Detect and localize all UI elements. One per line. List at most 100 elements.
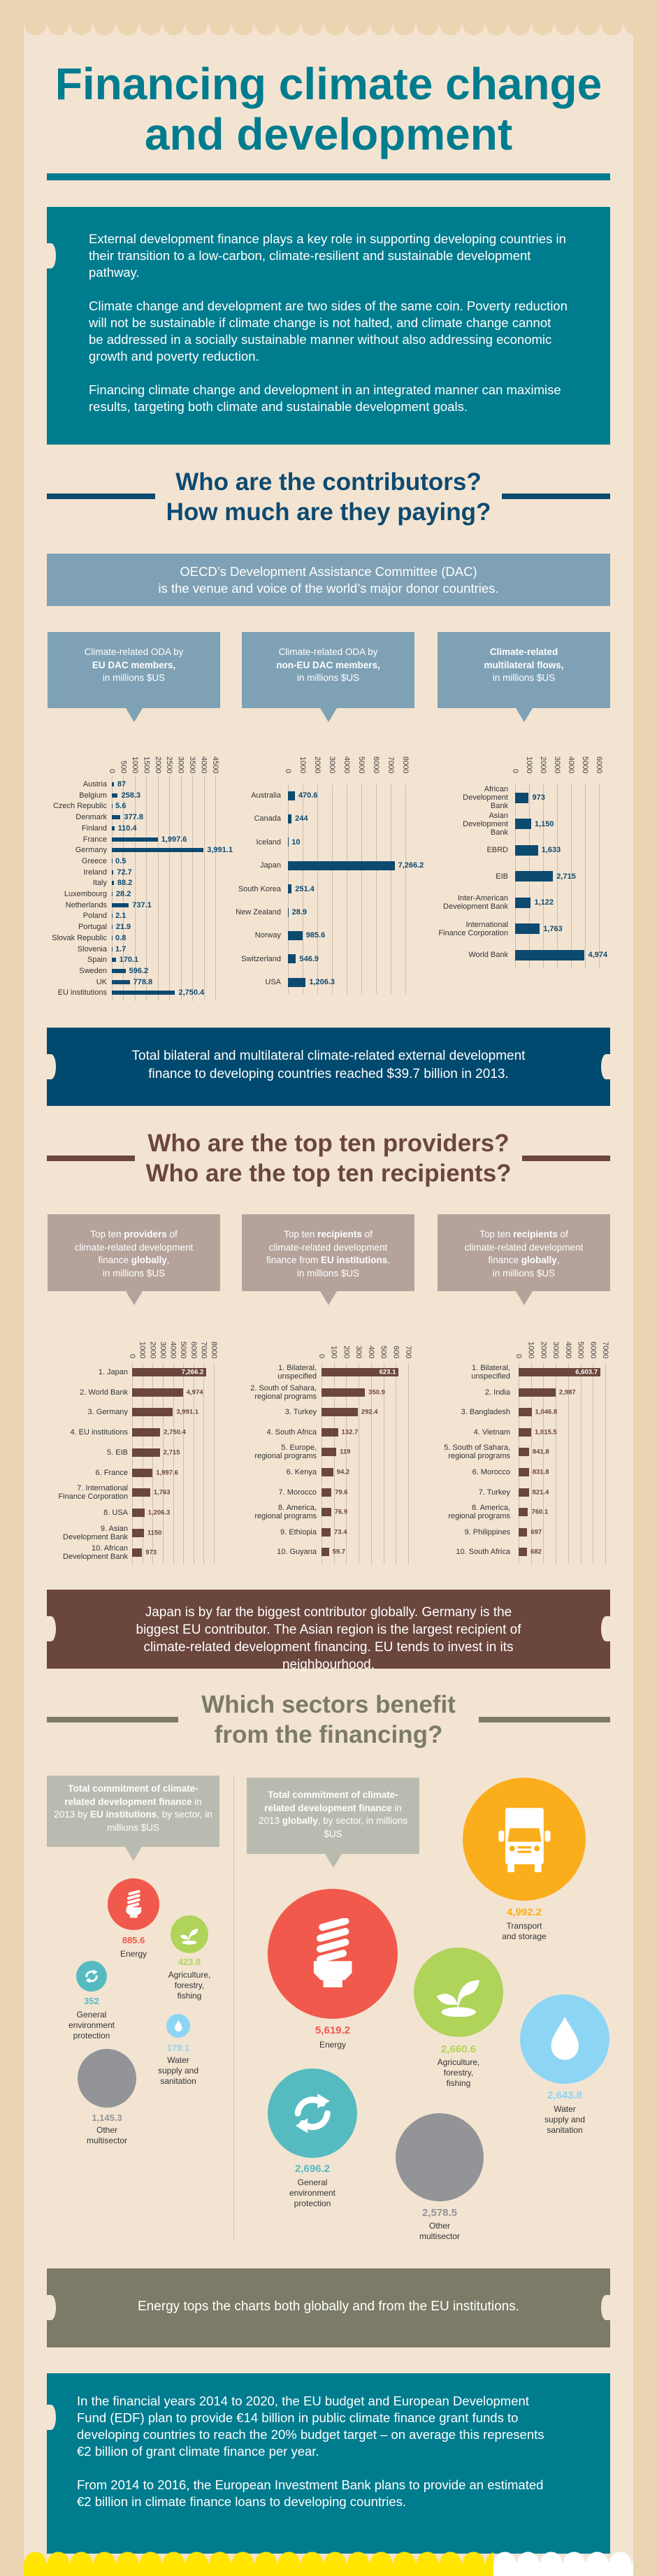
gridline	[123, 776, 124, 1001]
bar	[322, 1408, 358, 1417]
bar-category-label: 7. Turkey	[478, 1488, 510, 1497]
bar	[112, 848, 204, 853]
axis-tick-label: 6000	[589, 1341, 598, 1358]
bar	[112, 881, 114, 886]
sector-value: 885.6	[122, 1935, 145, 1945]
bar	[519, 1488, 529, 1497]
bar-value-label: 596.2	[129, 966, 149, 975]
bar-value-label: 72.7	[117, 868, 132, 877]
sector-value: 2,696.2	[294, 2163, 331, 2175]
gridline	[605, 1363, 606, 1564]
bar-value-label: 1.7	[115, 944, 127, 954]
header-text: in millions $US	[296, 672, 360, 683]
bar	[322, 1448, 337, 1457]
bar-category-label: Spain	[87, 956, 107, 965]
bar	[519, 1448, 529, 1457]
axis-tick-label: 5000	[581, 756, 589, 773]
chart-header-text: Climate-related multilateral flows, in m…	[445, 646, 603, 685]
gridline	[169, 776, 171, 1001]
bar-category-label: Luxembourg	[64, 890, 107, 898]
bar-value-label: 2,987	[558, 1388, 576, 1397]
axis-tick-label: 3500	[188, 756, 197, 773]
header-text: in 2013 by	[54, 1796, 202, 1820]
axis-tick-label: 700	[404, 1345, 412, 1358]
bar-value-label: 3,991.1	[176, 1408, 199, 1416]
bar-category-label: Czech Republic	[52, 802, 107, 811]
page-title-line1: Financing climate change	[55, 59, 602, 109]
axis-tick-label: 2000	[148, 1341, 157, 1358]
heading-rule-left	[47, 1156, 135, 1161]
bar-category-label: Sweden	[79, 966, 107, 975]
bar-category-label: Italy	[92, 879, 107, 888]
bar	[112, 826, 115, 830]
bottom-scallop-white	[493, 2552, 633, 2576]
axis-tick-label: 8000	[210, 1341, 218, 1358]
sector-value: 2,643.8	[547, 2089, 583, 2101]
sector-value: 2,578.5	[421, 2207, 458, 2219]
bar-value-label: 1,997.6	[156, 1469, 178, 1476]
intro-paragraph-1: External development finance plays a key…	[89, 231, 566, 280]
header-text: , in millions $US	[296, 1255, 391, 1279]
header-emphasis: EU institutions	[321, 1255, 388, 1265]
bar	[515, 949, 585, 960]
bar-category-label: African Development Bank	[463, 785, 508, 810]
dac-note-line2: is the venue and voice of the world’s ma…	[158, 581, 499, 596]
axis-tick-label: 1000	[130, 756, 139, 773]
header-emphasis: Total commitment of climate-related deve…	[64, 1783, 198, 1807]
bar-category-label: 8. America, regional programs	[254, 1504, 317, 1521]
bar-value-label: 831.8	[532, 1468, 549, 1476]
water-sector-circle	[166, 2014, 190, 2038]
bar	[322, 1488, 332, 1497]
environment-icon	[83, 1968, 100, 1985]
header-emphasis: Total commitment of climate-related deve…	[264, 1790, 398, 1813]
bar-category-label: 2. South of Sahara, regional programs	[250, 1383, 317, 1401]
chart-header-text: Climate-related ODA by non-EU DAC member…	[249, 646, 407, 685]
bar-value-label: 697	[530, 1528, 542, 1537]
bar-value-label: 1150	[147, 1529, 162, 1537]
bar	[288, 837, 289, 847]
bar-category-label: EBRD	[486, 846, 508, 854]
top-ten-heading-2: Who are the top ten recipients?	[145, 1160, 512, 1187]
sector-label: Water supply and sanitation	[157, 2055, 199, 2086]
axis-tick-label: 0	[514, 1353, 523, 1358]
japan-note-text: Japan is by far the biggest contributor …	[136, 1605, 521, 1672]
heading-rule-left	[47, 1717, 178, 1722]
gridline	[162, 1363, 164, 1564]
bar-category-label: USA	[265, 978, 281, 987]
bar-value-label: 170.1	[119, 956, 139, 965]
bar	[515, 871, 554, 882]
header-text: Climate-related ODA by	[84, 647, 184, 657]
bar	[288, 930, 303, 940]
bar-value-label: 1,015.5	[534, 1428, 557, 1437]
sector-value: 423.8	[178, 1957, 201, 1967]
sector-divider	[233, 1776, 234, 2241]
energy-note-text: Energy tops the charts both globally and…	[137, 2299, 520, 2314]
bar-category-label: 1. Bilateral, unspecified	[277, 1364, 317, 1381]
bar	[288, 977, 306, 987]
gridline	[571, 784, 572, 968]
gridline	[346, 1363, 347, 1564]
bar-category-label: 3. Turkey	[284, 1408, 317, 1417]
bar-category-label: 5. EIB	[107, 1448, 128, 1457]
bar	[519, 1468, 529, 1476]
chart-header-text: Top ten providers of climate-related dev…	[55, 1228, 213, 1280]
bar-category-label: Austria	[82, 780, 107, 789]
header-text: , in millions $US	[492, 1255, 560, 1279]
header-emphasis: non-EU DAC members,	[276, 659, 380, 670]
bar	[288, 907, 289, 917]
chart-header-top-recipients-global: Top ten recipients of climate-related de…	[438, 1214, 610, 1305]
bar-value-label: 2,715	[163, 1448, 180, 1457]
water-sector-circle	[520, 1994, 609, 2084]
axis-tick-label: 2000	[539, 756, 547, 773]
gridline	[183, 1363, 185, 1564]
axis-tick-label: 2000	[313, 756, 322, 773]
header-text: in millions $US	[492, 672, 556, 683]
bar	[519, 1388, 556, 1397]
header-emphasis: Climate-related multilateral flows,	[484, 647, 564, 670]
sectors-heading-2: from the financing?	[214, 1721, 443, 1748]
bar-value-label: 244	[295, 814, 308, 823]
header-emphasis: EU DAC members,	[92, 659, 176, 670]
bar	[519, 1508, 528, 1517]
bar-value-label: 2,715	[556, 872, 576, 881]
bar-value-label: 1,206.3	[147, 1509, 171, 1517]
